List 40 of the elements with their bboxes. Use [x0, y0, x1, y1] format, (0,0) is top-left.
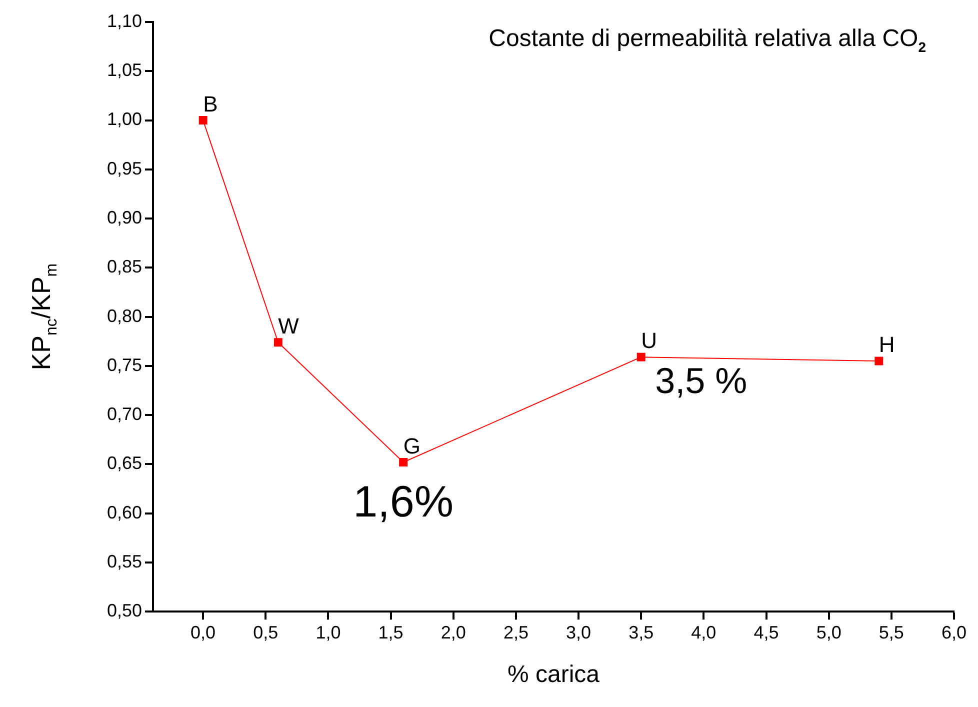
x-tick-label: 3,5: [628, 622, 654, 642]
y-axis-title: KPnc/KPm: [26, 263, 60, 370]
y-tick-label: 0,80: [106, 306, 142, 326]
data-label: G: [403, 433, 420, 458]
data-label: U: [641, 328, 657, 354]
point: [874, 356, 884, 366]
x-tick-label: 2,5: [503, 622, 528, 642]
data-label: W: [278, 313, 300, 338]
x-tick-label: 2,0: [440, 622, 466, 642]
data-label: H: [878, 332, 895, 358]
y-tick-label: 0,60: [106, 502, 142, 522]
y-tick-label: 0,65: [106, 453, 142, 474]
y-tick-label: 1,05: [106, 60, 142, 80]
x-tick-label: 1,0: [316, 622, 341, 642]
y-tick-label: 0,50: [106, 600, 142, 621]
x-tick-label: 1,5: [378, 622, 404, 642]
data-label: B: [203, 91, 218, 116]
point: [636, 352, 646, 362]
x-tick-label: 0,5: [253, 622, 278, 642]
x-tick-label: 6,0: [941, 622, 967, 642]
x-tick-label: 3,0: [566, 622, 592, 642]
point: [399, 458, 408, 466]
x-tick-label: 5,5: [878, 622, 904, 642]
y-tick-label: 1,00: [106, 109, 142, 130]
y-tick-label: 0,90: [106, 208, 142, 228]
y-tick-label: 0,75: [106, 354, 142, 375]
x-tick-label: 4,5: [754, 622, 779, 642]
x-tick-label: 0,0: [190, 622, 216, 642]
y-tick-label: 1,10: [106, 10, 142, 31]
y-tick-label: 0,70: [106, 404, 142, 424]
point: [198, 116, 208, 125]
x-axis-title: % carica: [507, 661, 600, 688]
annotation: 3,5 %: [655, 360, 748, 402]
x-tick-label: 5,0: [816, 622, 842, 642]
annotation: 1,6%: [353, 477, 454, 526]
point: [274, 338, 282, 347]
y-tick-label: 0,95: [106, 158, 142, 178]
x-tick-label: 4,0: [691, 622, 716, 642]
y-tick-label: 0,55: [106, 551, 142, 572]
y-tick-label: 0,85: [106, 256, 142, 277]
